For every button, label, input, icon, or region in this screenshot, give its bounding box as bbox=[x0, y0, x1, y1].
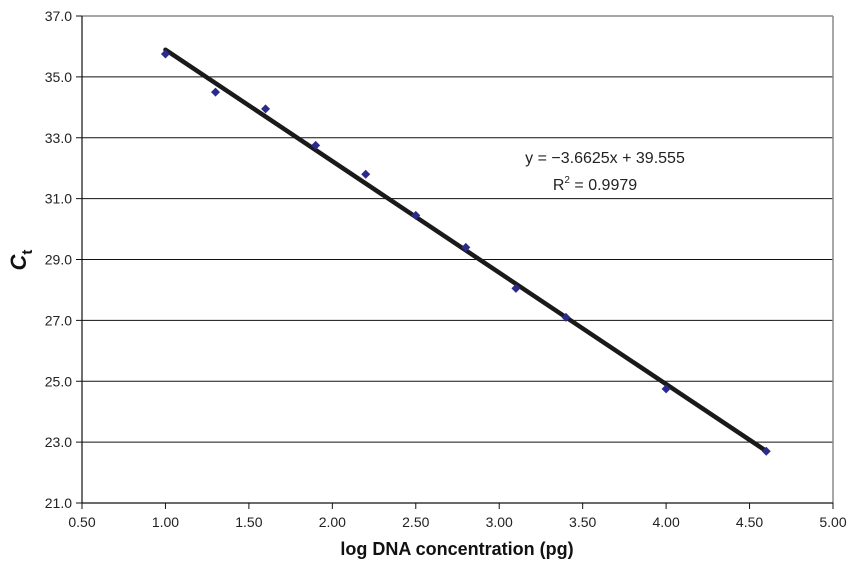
x-tick-label: 4.50 bbox=[736, 514, 763, 530]
x-tick-label: 2.50 bbox=[402, 514, 429, 530]
y-tick-label: 23.0 bbox=[45, 434, 72, 450]
r-squared-superscript: 2 bbox=[564, 175, 570, 186]
data-point bbox=[661, 384, 671, 394]
x-tick-label: 1.50 bbox=[235, 514, 262, 530]
y-tick-label: 37.0 bbox=[45, 8, 72, 24]
x-axis-title: log DNA concentration (pg) bbox=[340, 539, 573, 559]
grid-layer bbox=[76, 15, 834, 509]
data-point bbox=[411, 210, 421, 220]
x-tick-label: 5.00 bbox=[819, 514, 846, 530]
y-axis-tick-labels: 21.0 23.0 25.0 27.0 29.0 31.0 33.0 35.0 37.0 bbox=[45, 8, 72, 511]
y-tick-label: 31.0 bbox=[45, 191, 72, 207]
data-point bbox=[311, 140, 321, 150]
y-tick-label: 21.0 bbox=[45, 495, 72, 511]
y-tick-label: 27.0 bbox=[45, 312, 72, 328]
data-point bbox=[160, 49, 170, 59]
x-tick-label: 1.00 bbox=[152, 514, 179, 530]
y-tick-label: 25.0 bbox=[45, 373, 72, 389]
data-point bbox=[361, 169, 371, 179]
data-point bbox=[511, 283, 521, 293]
x-tick-label: 4.00 bbox=[652, 514, 679, 530]
r-squared-value: = 0.9979 bbox=[570, 177, 637, 194]
y-axis-title-subscript: t bbox=[19, 250, 36, 255]
data-point bbox=[211, 87, 221, 97]
data-point bbox=[761, 446, 771, 456]
y-tick-label: 33.0 bbox=[45, 130, 72, 146]
y-tick-label: 29.0 bbox=[45, 252, 72, 268]
y-tick-label: 35.0 bbox=[45, 69, 72, 85]
r-squared-symbol: R bbox=[553, 177, 565, 194]
x-axis-tick-labels: 0.50 1.00 1.50 2.00 2.50 3.00 3.50 4.00 4.50 5.00 bbox=[68, 514, 846, 530]
x-tick-label: 3.00 bbox=[486, 514, 513, 530]
r-squared-label: R2 = 0.9979 bbox=[553, 175, 637, 194]
data-points-layer bbox=[160, 49, 771, 456]
data-point bbox=[561, 312, 571, 322]
data-point bbox=[261, 104, 271, 114]
y-axis-title: Ct bbox=[6, 250, 36, 271]
trendline-equation-label: y = −3.6625x + 39.555 bbox=[525, 150, 685, 167]
x-tick-label: 0.50 bbox=[68, 514, 95, 530]
data-point bbox=[461, 242, 471, 252]
plot-frame bbox=[81, 15, 834, 504]
x-tick-label: 2.00 bbox=[319, 514, 346, 530]
y-axis-title-main: C bbox=[6, 253, 31, 270]
x-tick-label: 3.50 bbox=[569, 514, 596, 530]
